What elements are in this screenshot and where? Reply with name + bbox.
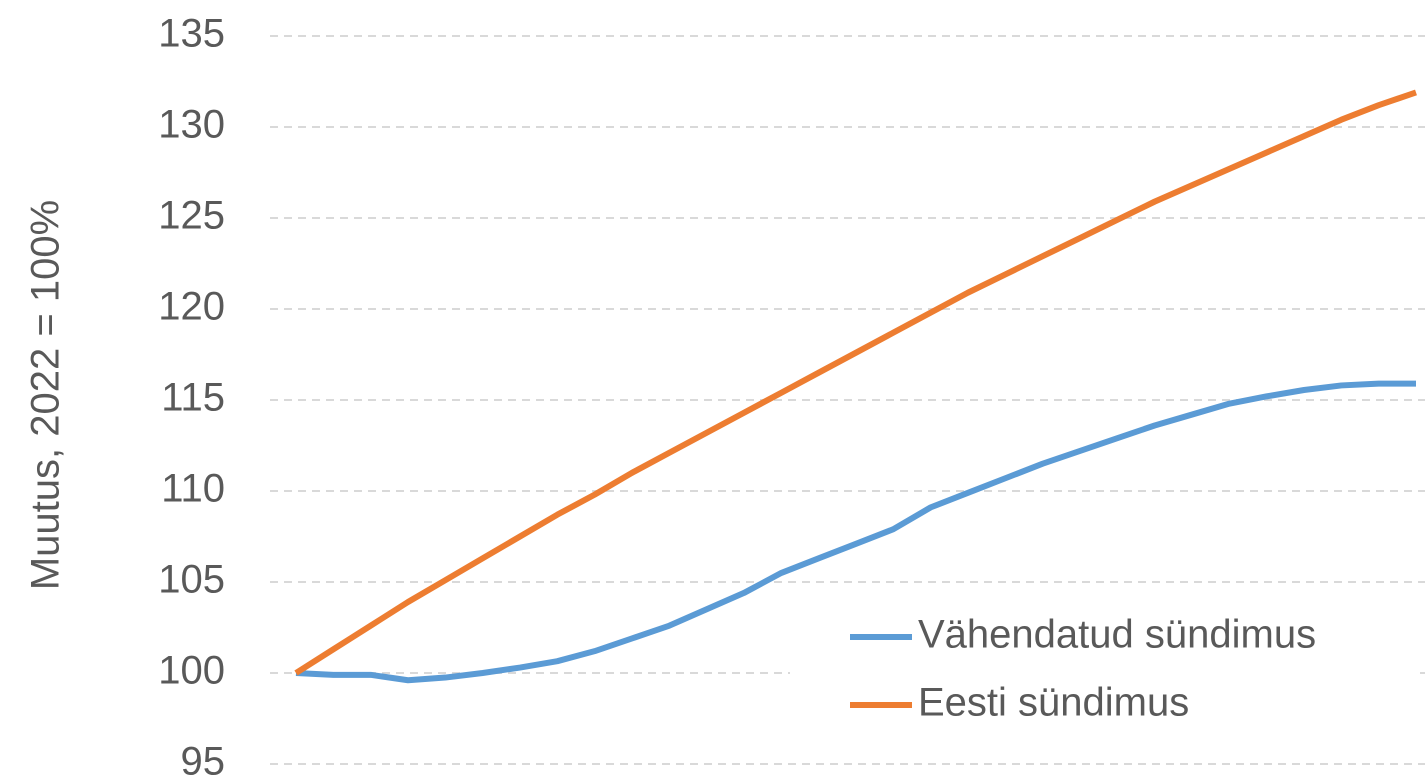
legend-label: Eesti sündimus xyxy=(918,681,1189,725)
y-axis-label: Muutus, 2022 = 100% xyxy=(24,200,68,590)
legend-label: Vähendatud sündimus xyxy=(918,613,1316,657)
y-tick-label: 105 xyxy=(158,558,225,602)
y-tick-label: 115 xyxy=(161,376,225,420)
y-tick-label: 130 xyxy=(158,103,225,147)
line-series xyxy=(294,89,1417,676)
y-tick-label: 95 xyxy=(181,740,226,782)
y-tick-label: 110 xyxy=(161,467,225,511)
y-tick-label: 125 xyxy=(158,194,225,238)
y-tick-label: 135 xyxy=(158,12,225,56)
legend-background xyxy=(790,600,1420,730)
y-tick-label: 100 xyxy=(158,649,225,693)
line-series xyxy=(295,380,1416,684)
y-tick-label: 120 xyxy=(158,285,225,329)
